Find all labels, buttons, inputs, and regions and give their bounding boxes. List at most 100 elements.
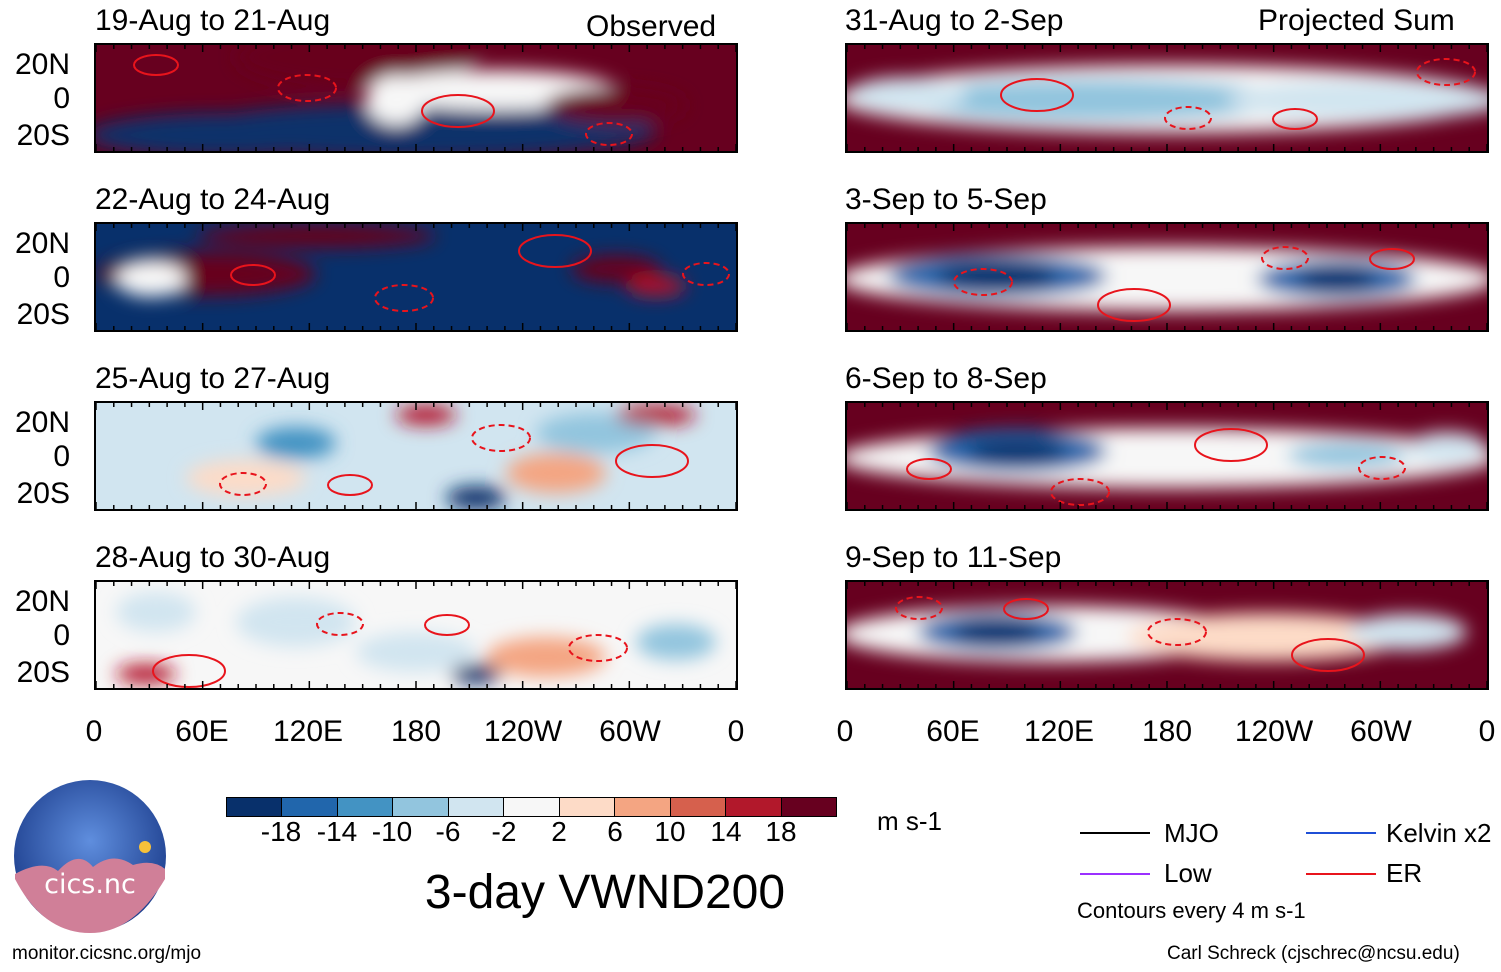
colorbar-label-m14: -14 xyxy=(316,816,358,847)
er-contour xyxy=(421,94,495,128)
ylabel-20s-2: 20S xyxy=(16,298,70,331)
field-plot xyxy=(96,45,736,151)
er-contour xyxy=(1000,78,1074,112)
panel-title-2: 22-Aug to 24-Aug xyxy=(95,183,331,216)
author-credit: Carl Schreck (cjschrec@ncsu.edu) xyxy=(1167,943,1460,964)
ylabel-20s-1: 20S xyxy=(16,119,70,152)
er-contour xyxy=(568,634,628,662)
xlabel-left-180: 180 xyxy=(390,715,442,748)
colorbar-label-m10: -10 xyxy=(371,816,413,847)
er-contour xyxy=(152,654,226,688)
er-contour xyxy=(277,74,337,102)
panel-title-3: 25-Aug to 27-Aug xyxy=(95,362,331,395)
ylabel-20n-1: 20N xyxy=(14,48,70,81)
field-anomaly xyxy=(546,87,686,123)
legend-label-low: Low xyxy=(1164,858,1212,888)
field-anomaly xyxy=(366,75,426,125)
ylabel-0-1: 0 xyxy=(53,82,70,115)
field-anomaly xyxy=(186,460,306,496)
map-panel-8 xyxy=(845,580,1489,690)
observed-header: Observed xyxy=(586,10,717,43)
xlabel-left-60e: 60E xyxy=(175,715,229,748)
colorbar-swatch xyxy=(336,797,394,817)
xlabel-right-120e: 120E xyxy=(1023,715,1095,748)
field-plot xyxy=(847,582,1487,688)
units-label: m s-1 xyxy=(877,806,942,836)
er-contour xyxy=(1164,106,1212,130)
legend-line-kelvin xyxy=(1306,832,1376,834)
ylabel-0-3: 0 xyxy=(53,440,70,473)
legend-label-er: ER xyxy=(1386,858,1423,888)
colorbar-label-m6: -6 xyxy=(435,816,461,847)
xlabel-left-0: 0 xyxy=(85,715,103,748)
er-contour xyxy=(1097,288,1171,322)
er-contour xyxy=(471,424,531,452)
projected-header: Projected Sum xyxy=(1258,4,1455,37)
field-anomaly xyxy=(1407,432,1487,464)
xlabel-right-360: 0 xyxy=(1478,715,1496,748)
er-contour xyxy=(1272,108,1318,130)
xlabel-right-0: 0 xyxy=(836,715,854,748)
legend-label-mjo: MJO xyxy=(1164,818,1219,848)
map-panel-3 xyxy=(94,401,738,511)
colorbar-swatch xyxy=(669,797,727,817)
field-plot xyxy=(96,224,736,330)
colorbar-label-6: 6 xyxy=(607,816,623,847)
er-contour xyxy=(374,284,434,312)
xlabel-right-180: 180 xyxy=(1141,715,1193,748)
field-anomaly xyxy=(116,261,186,297)
field-anomaly xyxy=(506,453,606,493)
er-contour xyxy=(424,614,470,636)
field-anomaly xyxy=(356,632,476,672)
panel-title-6: 3-Sep to 5-Sep xyxy=(845,183,1047,216)
website-url: monitor.cicsnc.org/mjo xyxy=(12,943,202,964)
colorbar-label-2: 2 xyxy=(551,816,567,847)
er-contour xyxy=(1003,598,1049,620)
er-contour xyxy=(316,612,364,636)
colorbar-label-10: 10 xyxy=(654,816,686,847)
field-plot xyxy=(847,224,1487,330)
er-contour xyxy=(895,596,943,620)
field-anomaly xyxy=(486,637,606,677)
colorbar-swatch xyxy=(226,797,283,817)
figure-title: 3-day VWND200 xyxy=(424,866,786,919)
legend-line-low xyxy=(1080,873,1150,875)
ylabel-20n-2: 20N xyxy=(14,227,70,260)
colorbar-label-14: 14 xyxy=(710,816,742,847)
er-contour xyxy=(682,262,730,286)
map-panel-1 xyxy=(94,43,738,153)
colorbar-label-m18: -18 xyxy=(260,816,302,847)
legend-line-er xyxy=(1306,873,1376,875)
field-anomaly xyxy=(1347,614,1467,650)
field-plot xyxy=(96,403,736,509)
legend-label-kelvin: Kelvin x2 xyxy=(1386,818,1492,848)
er-contour xyxy=(1369,248,1415,270)
colorbar-swatch xyxy=(614,797,671,817)
er-contour xyxy=(615,444,689,478)
ylabel-0-2: 0 xyxy=(53,261,70,294)
field-anomaly xyxy=(967,439,1067,463)
er-contour xyxy=(518,234,592,268)
field-anomaly xyxy=(196,224,436,248)
legend-line-mjo xyxy=(1080,832,1150,834)
er-contour xyxy=(327,474,373,496)
xlabel-left-360: 0 xyxy=(727,715,745,748)
ylabel-20s-4: 20S xyxy=(16,656,70,689)
field-anomaly xyxy=(952,620,1042,644)
field-anomaly xyxy=(847,77,967,113)
colorbar-swatch xyxy=(725,797,782,817)
colorbar-swatch xyxy=(558,797,616,817)
field-anomaly xyxy=(236,597,356,647)
field-anomaly xyxy=(116,592,196,632)
ylabel-20s-3: 20S xyxy=(16,477,70,510)
er-contour xyxy=(230,264,276,286)
field-anomaly xyxy=(1127,613,1407,661)
field-anomaly xyxy=(396,405,456,425)
field-anomaly xyxy=(256,427,336,459)
cics-logo: cics.nc xyxy=(13,779,167,933)
ylabel-0-4: 0 xyxy=(53,619,70,652)
field-plot xyxy=(847,403,1487,509)
contour-note: Contours every 4 m s-1 xyxy=(1077,898,1306,923)
xlabel-right-60w: 60W xyxy=(1350,715,1412,748)
xlabel-right-60e: 60E xyxy=(926,715,980,748)
